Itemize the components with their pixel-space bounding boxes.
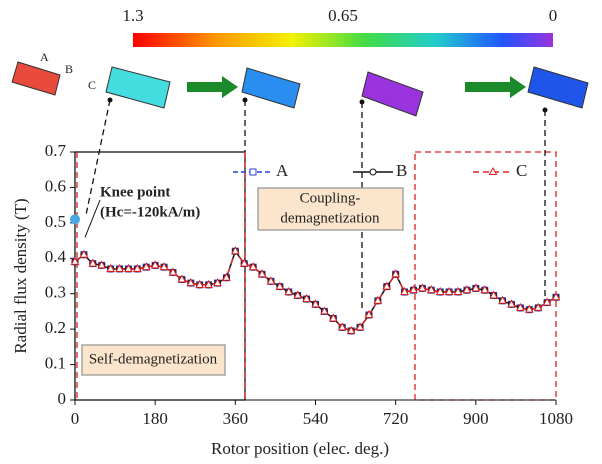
marker xyxy=(320,306,329,315)
colorbar xyxy=(133,33,553,47)
annotation: Self-demagnetization xyxy=(89,351,218,367)
marker xyxy=(222,272,231,281)
marker xyxy=(480,285,490,294)
knee-point xyxy=(70,214,80,225)
marker xyxy=(266,276,276,285)
marker xyxy=(409,285,418,294)
marker xyxy=(230,246,240,255)
x-tick-label: 0 xyxy=(71,409,80,428)
marker xyxy=(373,295,383,304)
legend-label: C xyxy=(516,161,527,180)
marker xyxy=(70,256,80,265)
marker xyxy=(328,313,338,322)
marker xyxy=(159,262,169,271)
marker xyxy=(346,325,356,334)
marker xyxy=(97,260,107,269)
marker xyxy=(115,263,124,272)
x-tick-label: 360 xyxy=(223,409,249,428)
y-tick-label: 0 xyxy=(58,389,67,408)
colorbar-tick-label: 0.65 xyxy=(328,6,358,25)
y-tick-label: 0.7 xyxy=(45,141,67,160)
legend-label: A xyxy=(276,161,289,180)
magnet-point: B xyxy=(65,62,73,76)
y-axis-label: Radial flux density (T) xyxy=(11,198,30,353)
x-tick-label: 1080 xyxy=(539,409,573,428)
x-tick-label: 900 xyxy=(463,409,489,428)
annotation: Coupling- xyxy=(300,190,361,206)
marker xyxy=(239,258,249,267)
marker xyxy=(382,281,392,290)
marker xyxy=(516,302,525,311)
y-tick-label: 0.1 xyxy=(45,353,66,372)
marker xyxy=(426,285,436,294)
colorbar-tick-label: 1.3 xyxy=(122,6,143,25)
marker xyxy=(498,295,507,304)
marker xyxy=(213,278,222,287)
marker xyxy=(302,293,311,303)
legend-marker xyxy=(249,168,257,176)
magnet-point: C xyxy=(88,78,96,92)
marker xyxy=(524,304,534,313)
marker xyxy=(248,262,258,271)
marker xyxy=(195,279,205,288)
marker xyxy=(364,309,374,318)
colorbar-tick-label: 0 xyxy=(549,6,558,25)
marker xyxy=(444,286,454,295)
marker xyxy=(284,286,294,295)
annotation: demagnetization xyxy=(280,210,380,226)
marker xyxy=(275,281,285,290)
marker xyxy=(337,322,347,331)
legend-marker xyxy=(369,168,377,176)
marker xyxy=(311,299,320,308)
knee-arrow xyxy=(84,199,101,238)
marker xyxy=(168,267,178,276)
x-tick-label: 180 xyxy=(142,409,168,428)
marker xyxy=(542,297,552,306)
marker xyxy=(507,299,516,308)
marker xyxy=(418,283,427,292)
magnets xyxy=(11,61,589,117)
marker xyxy=(391,269,401,278)
marker xyxy=(133,263,142,272)
marker xyxy=(462,285,472,294)
guides xyxy=(74,97,557,401)
marker xyxy=(177,274,187,283)
knee-note: (Hc=-120kA/m) xyxy=(100,204,200,220)
marker xyxy=(471,283,481,292)
marker xyxy=(186,278,196,287)
marker xyxy=(551,292,561,301)
marker xyxy=(489,290,498,299)
y-tick-label: 0.3 xyxy=(45,283,66,302)
marker xyxy=(293,290,303,299)
knee-label: Knee point xyxy=(100,184,170,200)
marker xyxy=(204,279,213,288)
x-tick-label: 540 xyxy=(303,409,329,428)
y-tick-label: 0.4 xyxy=(45,247,67,266)
legend-label: B xyxy=(396,161,407,180)
marker xyxy=(400,286,409,295)
marker xyxy=(150,260,160,269)
y-tick-label: 0.2 xyxy=(45,318,66,337)
marker xyxy=(106,263,115,272)
y-tick-label: 0.6 xyxy=(45,176,66,195)
marker xyxy=(257,269,267,278)
marker xyxy=(355,322,365,331)
marker xyxy=(141,262,151,271)
y-tick-label: 0.5 xyxy=(45,212,66,231)
marker xyxy=(124,263,133,272)
x-tick-label: 720 xyxy=(383,409,409,428)
marker xyxy=(79,249,89,258)
legend-marker xyxy=(488,166,498,175)
marker xyxy=(533,302,543,311)
marker xyxy=(453,286,463,295)
magnet-point: A xyxy=(40,50,49,64)
marker xyxy=(435,286,445,295)
marker xyxy=(88,258,98,267)
x-axis-label: Rotor position (elec. deg.) xyxy=(211,439,389,458)
